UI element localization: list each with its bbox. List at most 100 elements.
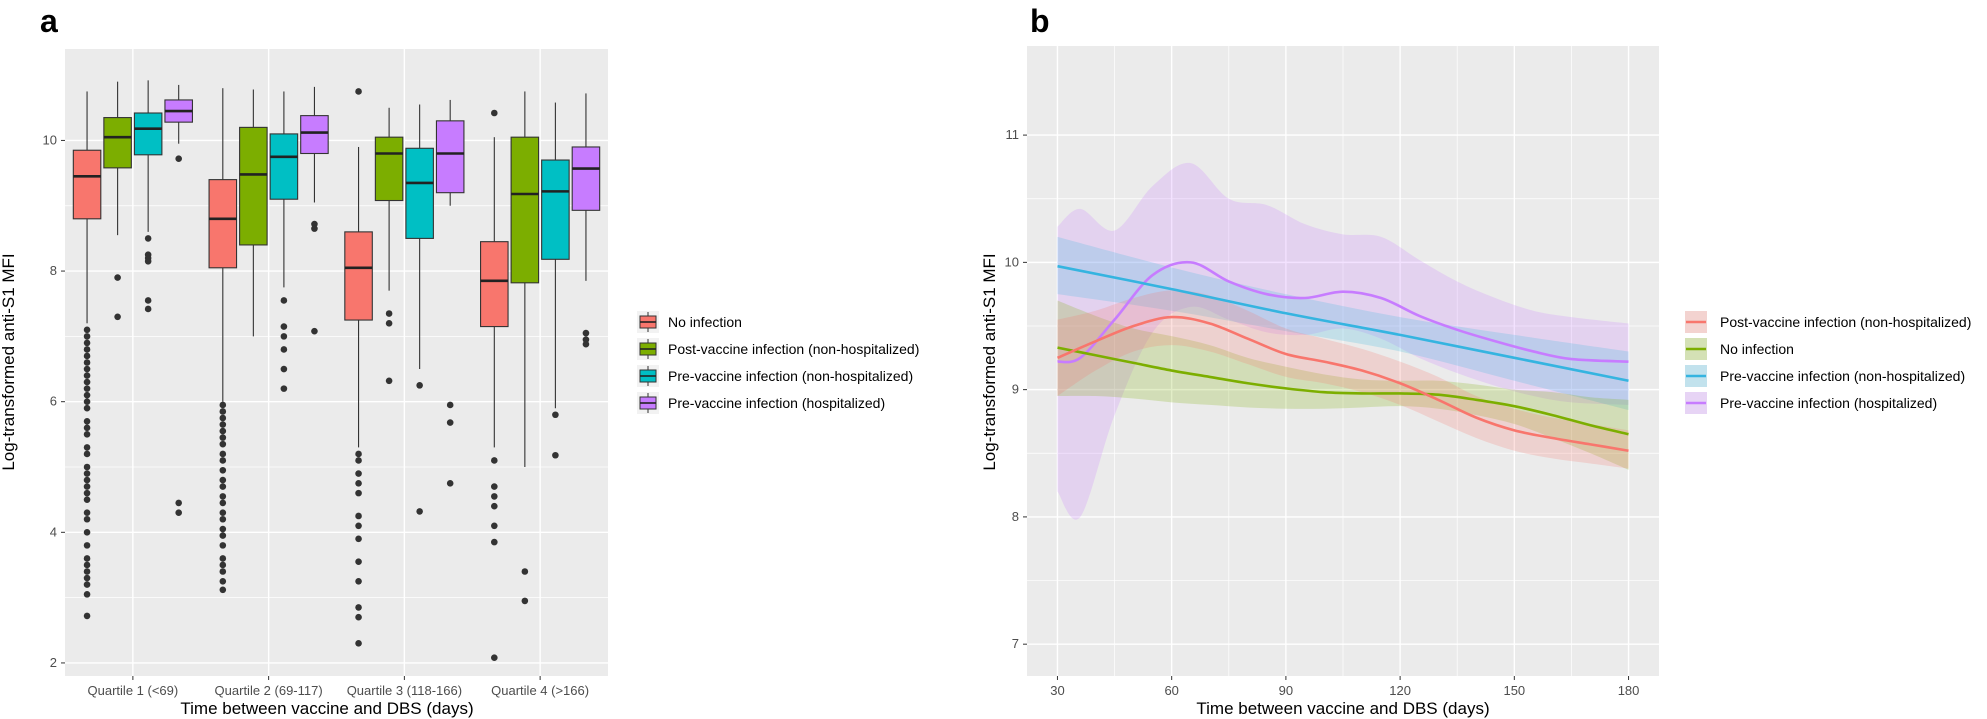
box-outlier-point	[552, 411, 559, 419]
legend-label: Post-vaccine infection (non-hospitalized…	[1720, 314, 1971, 330]
panel-b-y-tick-label: 11	[1006, 127, 1020, 142]
box-outlier-point	[83, 450, 91, 458]
box-outlier-point	[355, 613, 362, 621]
box-outlier-point	[219, 532, 227, 539]
box-no-infection-q4	[480, 109, 509, 662]
box-outlier-point	[355, 535, 362, 543]
box-outlier-point	[83, 444, 91, 451]
legend-item-post-vaccine-infection-non-hospitalized-: Post-vaccine infection (non-hospitalized…	[1685, 311, 1971, 333]
box-outlier-point	[552, 451, 559, 459]
box-outlier-point	[83, 509, 91, 517]
panel-a-label: a	[40, 3, 58, 39]
box-outlier-point	[83, 515, 91, 523]
panel-a-x-tick-label: Quartile 1 (<69)	[88, 683, 179, 698]
box-outlier-point	[83, 555, 91, 562]
panel-a-y-tick-label: 8	[50, 263, 57, 278]
legend-label: No infection	[668, 314, 742, 330]
box-outlier-point	[144, 297, 152, 304]
box-pre-vaccine-infection-non-hospitalized--q2	[269, 91, 299, 392]
box-outlier-point	[355, 604, 362, 611]
panel-b-y-tick-label: 8	[1012, 509, 1019, 524]
panel-a-x-tick-label: Quartile 3 (118-166)	[347, 683, 462, 698]
box-post-vaccine-infection-non-hospitalized--q2	[239, 89, 268, 337]
box-outlier-point	[83, 326, 91, 334]
box-outlier-point	[83, 398, 91, 405]
box-outlier-point	[175, 155, 182, 163]
box-outlier-point	[219, 427, 227, 435]
box-no-infection-q3	[344, 88, 373, 647]
box-outlier-point	[355, 558, 362, 566]
box-outlier-point	[83, 385, 91, 392]
box-outlier-point	[416, 382, 423, 389]
box-outlier-point	[219, 509, 227, 517]
box-outlier-point	[491, 109, 498, 117]
box-outlier-point	[83, 561, 91, 569]
box-post-vaccine-infection-non-hospitalized--q3	[374, 107, 404, 385]
panel-a-legend: No infection Post-vaccine infection (non-…	[637, 311, 919, 414]
box-outlier-point	[219, 577, 227, 585]
box-outlier-point	[280, 365, 288, 373]
box-outlier-point	[83, 574, 91, 582]
box-outlier-point	[83, 496, 91, 503]
panel-a-y-axis-title: Log-transformed anti-S1 MFI	[0, 253, 18, 470]
box-outlier-point	[446, 419, 454, 426]
box-outlier-point	[446, 480, 454, 487]
box-outlier-point	[175, 509, 182, 517]
box-outlier-point	[219, 476, 227, 484]
box-outlier-point	[491, 538, 498, 546]
box-outlier-point	[83, 542, 91, 549]
box-outlier-point	[280, 323, 288, 330]
panel-a-y-tick-label: 10	[43, 132, 57, 147]
box-outlier-point	[83, 476, 91, 484]
box-outlier-point	[83, 483, 91, 490]
box-outlier-point	[219, 466, 227, 474]
box-body	[344, 231, 373, 321]
box-outlier-point	[355, 480, 362, 487]
box-outlier-point	[355, 489, 362, 497]
panel-b-label: b	[1030, 3, 1050, 39]
box-outlier-point	[311, 220, 318, 228]
box-outlier-point	[491, 654, 498, 662]
box-outlier-point	[219, 561, 227, 569]
panel-b-y-tick-label: 9	[1012, 382, 1019, 397]
panel-b-y-axis-title: Log-transformed anti-S1 MFI	[980, 253, 999, 470]
box-outlier-point	[144, 257, 152, 265]
box-outlier-point	[385, 377, 393, 385]
box-outlier-point	[83, 346, 91, 353]
box-outlier-point	[83, 339, 91, 347]
box-outlier-point	[355, 88, 362, 95]
panel-a-y-tick-label: 4	[50, 524, 57, 539]
box-outlier-point	[219, 568, 227, 575]
legend-item-no-infection: No infection	[637, 311, 742, 333]
line-pre-vaccine-infection-hospitalized-	[1057, 260, 1629, 364]
panel-b-x-axis-title: Time between vaccine and DBS (days)	[1196, 699, 1489, 718]
box-outlier-point	[83, 489, 91, 497]
box-body	[571, 146, 601, 211]
box-outlier-point	[582, 336, 590, 343]
panel-b-x-tick-label: 60	[1164, 683, 1178, 698]
line-pre-vaccine-infection-non-hospitalized-	[1057, 264, 1629, 383]
box-outlier-point	[355, 577, 362, 585]
box-pre-vaccine-infection-non-hospitalized--q4	[541, 102, 570, 459]
panel-a-x-tick-label: Quartile 4 (>166)	[491, 683, 589, 698]
box-outlier-point	[144, 305, 152, 313]
box-outlier-point	[280, 297, 288, 304]
line-no-infection	[1057, 346, 1629, 436]
box-pre-vaccine-infection-non-hospitalized--q1	[133, 80, 163, 313]
panel-a-y-tick-label: 6	[50, 394, 57, 409]
box-outlier-point	[219, 542, 227, 549]
box-outlier-point	[83, 404, 91, 412]
box-body	[133, 112, 163, 156]
box-outlier-point	[219, 483, 227, 490]
box-outlier-point	[83, 612, 91, 620]
legend-label: Post-vaccine infection (non-hospitalized…	[668, 341, 919, 357]
legend-label: Pre-vaccine infection (non-hospitalized)	[1720, 368, 1965, 384]
box-outlier-point	[83, 372, 91, 379]
box-outlier-point	[83, 591, 91, 598]
panel-b-marks	[1056, 162, 1629, 520]
box-body	[103, 117, 132, 169]
box-body	[269, 133, 299, 200]
panel-b-y-tick-label: 7	[1012, 636, 1019, 651]
box-outlier-point	[83, 378, 91, 386]
